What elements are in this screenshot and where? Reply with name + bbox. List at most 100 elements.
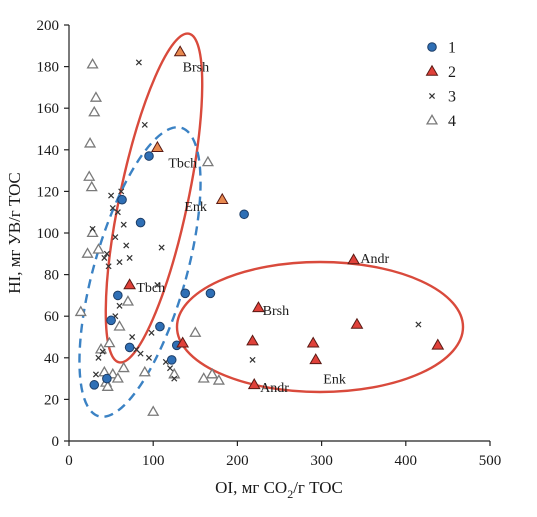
series-1-point [89, 380, 100, 390]
legend-item-2: 2 [425, 64, 456, 81]
legend-marker [425, 64, 439, 76]
y-tick-label: 140 [37, 143, 60, 159]
series-3-point [92, 371, 99, 378]
series-3-point [415, 321, 422, 328]
series-3-point [99, 348, 106, 355]
y-tick-label: 200 [37, 18, 60, 34]
legend-label: 1 [448, 40, 456, 57]
y-tick-label: 120 [37, 184, 60, 200]
x-axis-title: OI, мг CO2/г TOC [215, 478, 343, 501]
annotation-label: Enk [184, 200, 207, 215]
series-1-point [166, 355, 177, 365]
series-1-point [117, 194, 127, 205]
series-4-point [147, 405, 160, 416]
series-4-point [101, 380, 114, 391]
series-2-point [252, 301, 265, 313]
series-1-point [144, 151, 154, 161]
series-4-point [212, 374, 225, 385]
x-tick-label: 400 [395, 453, 418, 469]
series-2-point [176, 336, 190, 348]
series-4-point [74, 305, 87, 317]
data-markers [74, 45, 445, 416]
legend-item-1: 1 [427, 40, 456, 57]
series-3-point [95, 354, 102, 361]
annotation-label: Andr [260, 381, 289, 396]
series-4-point [86, 58, 99, 69]
series-3-point [249, 356, 256, 363]
series-3-point [116, 259, 123, 266]
series-4-point [86, 226, 99, 238]
series-3-point [116, 302, 123, 309]
series-2-point [151, 140, 164, 152]
series-3-point [103, 250, 110, 257]
annotations: Brsh Tbch Enk Tbch Brsh Andr Andr Enk [136, 61, 389, 396]
series-1-point [102, 373, 112, 384]
x-tick-label: 200 [226, 453, 249, 469]
y-tick-label: 100 [37, 226, 60, 242]
series-2-point [347, 253, 360, 265]
legend-label: 3 [448, 89, 456, 106]
series-4-point [113, 320, 126, 331]
x-tick-label: 300 [310, 453, 333, 469]
annotation-label: Brsh [183, 61, 209, 76]
series-4-point [85, 180, 98, 192]
series-4-point [111, 372, 124, 383]
series-3-point [118, 188, 125, 195]
series-3-point [171, 375, 178, 382]
series-1-point [205, 288, 216, 299]
legend-label: 4 [448, 113, 456, 130]
y-tick-label: 60 [44, 309, 59, 325]
series-4-point [117, 361, 130, 373]
series-3-point [112, 234, 119, 241]
series-3-point [126, 254, 133, 261]
series-3-point [154, 281, 161, 289]
series-4-point [92, 243, 105, 254]
x-tick-label: 500 [479, 453, 502, 469]
x-tick-label: 100 [142, 453, 165, 469]
annotation-label: Andr [360, 252, 389, 267]
series-2-point [309, 353, 323, 365]
series-4-point [121, 295, 135, 306]
legend-item-3: 3 [428, 89, 456, 106]
series-3-point [167, 365, 174, 372]
series-3-point [148, 329, 155, 336]
series-1-point [124, 342, 135, 353]
legend-marker [428, 92, 436, 100]
axes: 0 100 200 300 400 500 0 20 40 60 80 100 120 140 160 180… [5, 18, 501, 501]
series-2-point [247, 378, 261, 390]
series-3-point [105, 263, 112, 270]
series-3-point [108, 192, 115, 199]
ellipse-upper-red [104, 32, 204, 364]
series-2-point [306, 336, 320, 348]
series-1-point [180, 288, 190, 299]
series-3-point [123, 242, 130, 249]
series-4-point [197, 372, 210, 383]
x-tick-label: 0 [65, 453, 73, 469]
y-tick-label: 0 [52, 434, 60, 450]
series-2-point [123, 278, 136, 290]
y-tick-label: 180 [37, 60, 60, 76]
series-4-point [83, 170, 96, 181]
series-3-point [137, 350, 144, 357]
series-3-point [135, 59, 142, 66]
series-1-point [113, 290, 123, 301]
annotation-label: Tbch [168, 156, 197, 171]
series-4-point [83, 137, 97, 148]
annotation-label: Brsh [263, 304, 289, 319]
series-1-point [135, 217, 146, 228]
series-3-point [129, 333, 136, 341]
cluster-ellipses [78, 32, 465, 418]
ellipse-lower-red [175, 260, 465, 394]
y-tick-label: 40 [44, 351, 59, 367]
series-1-point [239, 209, 249, 220]
series-4-point [168, 367, 181, 379]
series-4-point [81, 247, 94, 258]
series-3-point [120, 221, 127, 228]
legend-label: 2 [448, 64, 456, 81]
series-1-point [155, 321, 165, 332]
legend-item-4: 4 [425, 113, 456, 130]
annotation-label: Enk [323, 373, 346, 388]
series-4-point [189, 326, 202, 337]
series-2-point [215, 192, 229, 204]
